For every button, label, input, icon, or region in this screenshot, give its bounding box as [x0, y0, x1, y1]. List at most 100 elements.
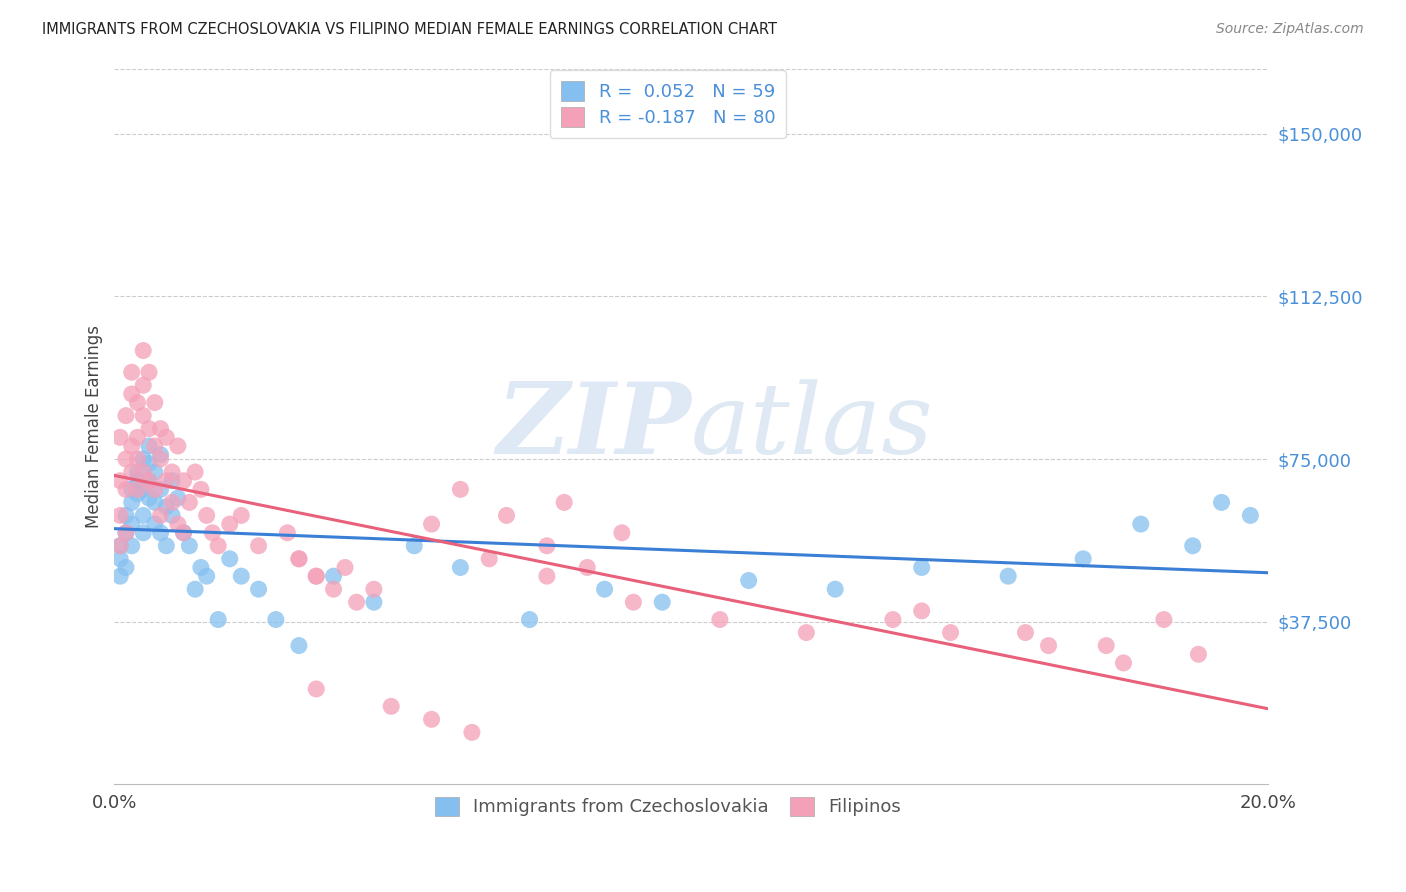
Point: [709, 613, 731, 627]
Point: [404, 539, 426, 553]
Point: [276, 525, 298, 540]
Legend: Immigrants from Czechoslovakia, Filipinos: Immigrants from Czechoslovakia, Filipino…: [426, 788, 910, 825]
Point: [155, 430, 177, 444]
Point: [127, 487, 149, 501]
Point: [132, 409, 155, 423]
Point: [1071, 551, 1094, 566]
Point: [195, 508, 218, 523]
Point: [138, 474, 160, 488]
Point: [143, 517, 166, 532]
Point: [155, 539, 177, 553]
Point: [149, 448, 172, 462]
Point: [121, 539, 143, 553]
Point: [1014, 625, 1036, 640]
Point: [305, 569, 328, 583]
Point: [121, 495, 143, 509]
Point: [461, 725, 484, 739]
Point: [160, 508, 183, 523]
Point: [264, 613, 287, 627]
Point: [115, 483, 138, 497]
Point: [195, 569, 218, 583]
Point: [651, 595, 673, 609]
Point: [1239, 508, 1261, 523]
Point: [997, 569, 1019, 583]
Point: [132, 525, 155, 540]
Point: [322, 569, 344, 583]
Point: [420, 712, 443, 726]
Point: [231, 508, 253, 523]
Point: [127, 452, 149, 467]
Point: [138, 474, 160, 488]
Point: [173, 525, 195, 540]
Point: [138, 491, 160, 505]
Point: [143, 495, 166, 509]
Point: [1211, 495, 1233, 509]
Point: [138, 365, 160, 379]
Point: [160, 495, 183, 509]
Point: [231, 569, 253, 583]
Point: [207, 539, 229, 553]
Point: [576, 560, 599, 574]
Point: [121, 465, 143, 479]
Point: [108, 551, 131, 566]
Point: [149, 483, 172, 497]
Point: [495, 508, 517, 523]
Point: [536, 539, 558, 553]
Point: [179, 539, 201, 553]
Point: [149, 508, 172, 523]
Point: [127, 474, 149, 488]
Point: [380, 699, 402, 714]
Point: [121, 387, 143, 401]
Point: [184, 465, 207, 479]
Point: [449, 483, 471, 497]
Point: [127, 395, 149, 409]
Point: [305, 681, 328, 696]
Point: [190, 483, 212, 497]
Point: [911, 560, 934, 574]
Point: [115, 409, 138, 423]
Point: [478, 551, 501, 566]
Point: [1153, 613, 1175, 627]
Point: [149, 525, 172, 540]
Point: [288, 551, 311, 566]
Point: [160, 465, 183, 479]
Point: [138, 456, 160, 470]
Text: atlas: atlas: [690, 379, 934, 475]
Point: [115, 452, 138, 467]
Point: [363, 595, 385, 609]
Point: [108, 569, 131, 583]
Point: [160, 474, 183, 488]
Point: [143, 395, 166, 409]
Point: [127, 465, 149, 479]
Point: [127, 483, 149, 497]
Point: [610, 525, 633, 540]
Point: [363, 582, 385, 597]
Point: [179, 495, 201, 509]
Point: [115, 525, 138, 540]
Point: [108, 474, 131, 488]
Point: [155, 474, 177, 488]
Point: [173, 525, 195, 540]
Point: [207, 613, 229, 627]
Point: [939, 625, 962, 640]
Point: [132, 508, 155, 523]
Point: [132, 483, 155, 497]
Point: [166, 517, 188, 532]
Point: [593, 582, 616, 597]
Point: [201, 525, 224, 540]
Point: [121, 365, 143, 379]
Text: Source: ZipAtlas.com: Source: ZipAtlas.com: [1216, 22, 1364, 37]
Point: [132, 452, 155, 467]
Point: [121, 517, 143, 532]
Point: [305, 569, 328, 583]
Point: [143, 465, 166, 479]
Point: [138, 422, 160, 436]
Point: [149, 452, 172, 467]
Point: [346, 595, 368, 609]
Point: [911, 604, 934, 618]
Point: [738, 574, 761, 588]
Point: [1187, 647, 1209, 661]
Point: [247, 539, 270, 553]
Point: [519, 613, 541, 627]
Point: [824, 582, 846, 597]
